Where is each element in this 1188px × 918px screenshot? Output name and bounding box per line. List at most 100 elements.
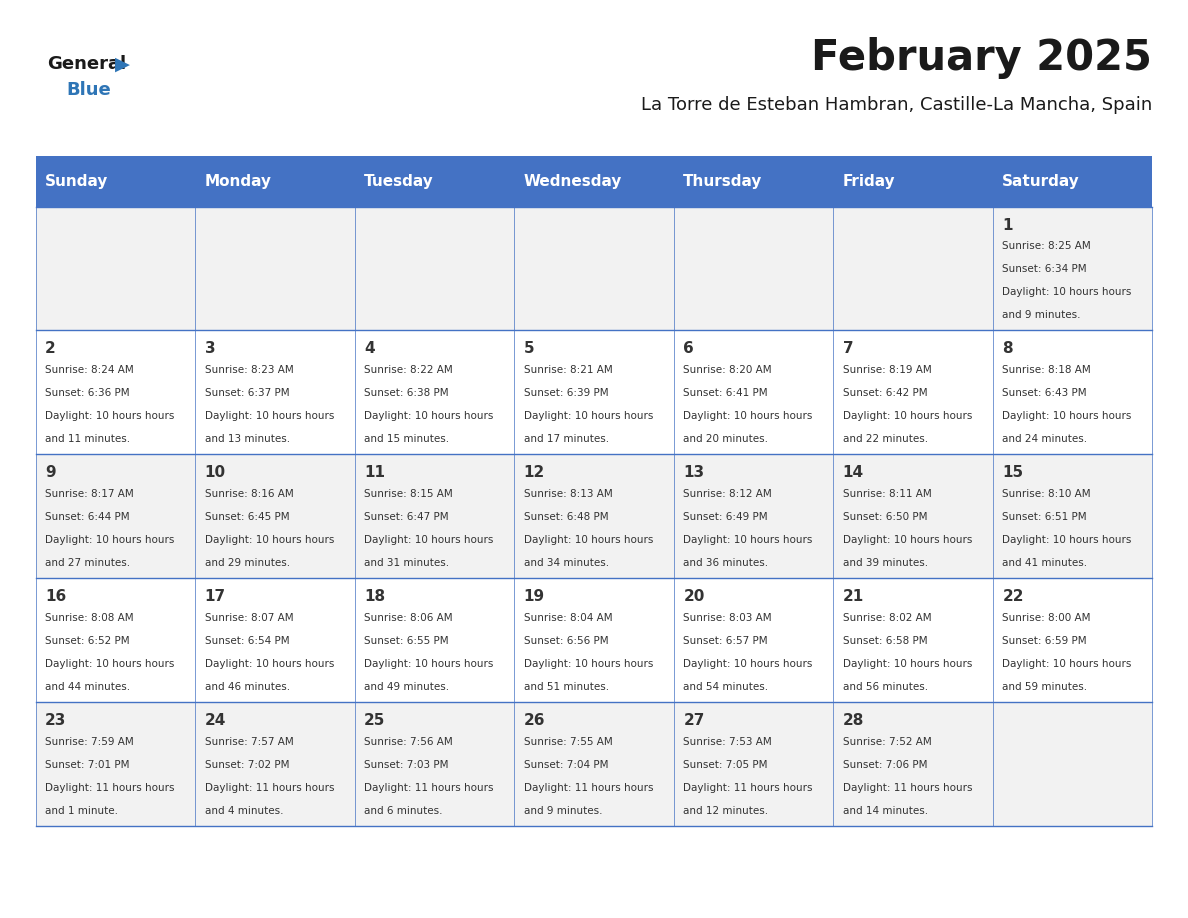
Text: Sunset: 6:47 PM: Sunset: 6:47 PM <box>365 512 449 522</box>
Text: Sunset: 7:05 PM: Sunset: 7:05 PM <box>683 760 767 770</box>
Text: Daylight: 11 hours hours: Daylight: 11 hours hours <box>683 783 813 793</box>
Text: Daylight: 10 hours hours: Daylight: 10 hours hours <box>365 411 493 421</box>
Text: Friday: Friday <box>842 174 896 189</box>
Text: Sunset: 7:06 PM: Sunset: 7:06 PM <box>842 760 928 770</box>
Text: and 17 minutes.: and 17 minutes. <box>524 434 609 444</box>
Text: and 27 minutes.: and 27 minutes. <box>45 558 131 568</box>
Text: Sunrise: 8:10 AM: Sunrise: 8:10 AM <box>1003 489 1091 499</box>
Text: Sunrise: 8:20 AM: Sunrise: 8:20 AM <box>683 365 772 375</box>
Text: and 51 minutes.: and 51 minutes. <box>524 682 609 692</box>
Text: Sunset: 6:49 PM: Sunset: 6:49 PM <box>683 512 767 522</box>
Text: Daylight: 11 hours hours: Daylight: 11 hours hours <box>365 783 494 793</box>
Text: Saturday: Saturday <box>1003 174 1080 189</box>
Text: Daylight: 10 hours hours: Daylight: 10 hours hours <box>683 535 813 545</box>
Text: Daylight: 10 hours hours: Daylight: 10 hours hours <box>683 411 813 421</box>
Text: Sunset: 7:02 PM: Sunset: 7:02 PM <box>204 760 289 770</box>
Text: Daylight: 10 hours hours: Daylight: 10 hours hours <box>842 411 972 421</box>
Text: 14: 14 <box>842 465 864 480</box>
Text: Sunset: 6:58 PM: Sunset: 6:58 PM <box>842 636 928 646</box>
Text: Daylight: 10 hours hours: Daylight: 10 hours hours <box>45 659 175 669</box>
Text: 17: 17 <box>204 589 226 604</box>
Text: Daylight: 11 hours hours: Daylight: 11 hours hours <box>204 783 334 793</box>
Text: and 29 minutes.: and 29 minutes. <box>204 558 290 568</box>
Text: Sunrise: 8:18 AM: Sunrise: 8:18 AM <box>1003 365 1091 375</box>
Text: Sunrise: 7:52 AM: Sunrise: 7:52 AM <box>842 737 931 747</box>
Text: General: General <box>48 55 127 73</box>
Text: Sunset: 6:42 PM: Sunset: 6:42 PM <box>842 388 928 398</box>
Text: 15: 15 <box>1003 465 1023 480</box>
Text: and 31 minutes.: and 31 minutes. <box>365 558 449 568</box>
Text: and 6 minutes.: and 6 minutes. <box>365 806 443 816</box>
Text: Sunset: 6:41 PM: Sunset: 6:41 PM <box>683 388 767 398</box>
Text: 19: 19 <box>524 589 545 604</box>
Bar <box>36 702 1152 826</box>
Text: Sunset: 6:39 PM: Sunset: 6:39 PM <box>524 388 608 398</box>
Text: Sunset: 6:59 PM: Sunset: 6:59 PM <box>1003 636 1087 646</box>
Text: and 13 minutes.: and 13 minutes. <box>204 434 290 444</box>
Text: Sunrise: 7:53 AM: Sunrise: 7:53 AM <box>683 737 772 747</box>
Text: Daylight: 10 hours hours: Daylight: 10 hours hours <box>1003 659 1132 669</box>
Text: Sunrise: 8:22 AM: Sunrise: 8:22 AM <box>365 365 453 375</box>
Text: Sunset: 6:52 PM: Sunset: 6:52 PM <box>45 636 129 646</box>
Text: 16: 16 <box>45 589 67 604</box>
Text: 1: 1 <box>1003 218 1013 232</box>
Text: 25: 25 <box>365 713 386 728</box>
Text: and 22 minutes.: and 22 minutes. <box>842 434 928 444</box>
Text: February 2025: February 2025 <box>811 37 1152 79</box>
Text: Sunrise: 8:13 AM: Sunrise: 8:13 AM <box>524 489 613 499</box>
Text: Sunrise: 8:11 AM: Sunrise: 8:11 AM <box>842 489 931 499</box>
Text: 27: 27 <box>683 713 704 728</box>
Text: 4: 4 <box>365 341 375 356</box>
Text: Sunset: 6:56 PM: Sunset: 6:56 PM <box>524 636 608 646</box>
Text: and 59 minutes.: and 59 minutes. <box>1003 682 1087 692</box>
Text: Daylight: 10 hours hours: Daylight: 10 hours hours <box>204 535 334 545</box>
Text: 3: 3 <box>204 341 215 356</box>
Text: 23: 23 <box>45 713 67 728</box>
Text: Sunset: 6:55 PM: Sunset: 6:55 PM <box>365 636 449 646</box>
Text: 24: 24 <box>204 713 226 728</box>
Text: Daylight: 11 hours hours: Daylight: 11 hours hours <box>45 783 175 793</box>
Text: Sunrise: 8:02 AM: Sunrise: 8:02 AM <box>842 613 931 623</box>
Text: 7: 7 <box>842 341 853 356</box>
Text: and 20 minutes.: and 20 minutes. <box>683 434 769 444</box>
Text: Daylight: 10 hours hours: Daylight: 10 hours hours <box>45 535 175 545</box>
Text: Daylight: 10 hours hours: Daylight: 10 hours hours <box>1003 535 1132 545</box>
Text: 11: 11 <box>365 465 385 480</box>
Text: Daylight: 10 hours hours: Daylight: 10 hours hours <box>524 535 653 545</box>
Text: and 15 minutes.: and 15 minutes. <box>365 434 449 444</box>
Text: Sunrise: 8:16 AM: Sunrise: 8:16 AM <box>204 489 293 499</box>
Text: Sunrise: 8:06 AM: Sunrise: 8:06 AM <box>365 613 453 623</box>
Text: and 4 minutes.: and 4 minutes. <box>204 806 283 816</box>
Text: and 1 minute.: and 1 minute. <box>45 806 118 816</box>
Bar <box>36 330 1152 454</box>
Text: Daylight: 10 hours hours: Daylight: 10 hours hours <box>524 411 653 421</box>
Text: Sunset: 7:01 PM: Sunset: 7:01 PM <box>45 760 129 770</box>
Text: and 44 minutes.: and 44 minutes. <box>45 682 131 692</box>
Bar <box>36 207 1152 330</box>
Text: Sunset: 7:03 PM: Sunset: 7:03 PM <box>365 760 449 770</box>
Text: Sunset: 6:38 PM: Sunset: 6:38 PM <box>365 388 449 398</box>
Text: 10: 10 <box>204 465 226 480</box>
Text: and 34 minutes.: and 34 minutes. <box>524 558 609 568</box>
Text: and 12 minutes.: and 12 minutes. <box>683 806 769 816</box>
Text: Daylight: 10 hours hours: Daylight: 10 hours hours <box>365 659 493 669</box>
Text: Sunrise: 8:23 AM: Sunrise: 8:23 AM <box>204 365 293 375</box>
Text: 21: 21 <box>842 589 864 604</box>
Bar <box>36 454 1152 578</box>
Text: 5: 5 <box>524 341 535 356</box>
Text: Daylight: 10 hours hours: Daylight: 10 hours hours <box>842 659 972 669</box>
Text: Sunset: 6:51 PM: Sunset: 6:51 PM <box>1003 512 1087 522</box>
Text: Sunrise: 7:55 AM: Sunrise: 7:55 AM <box>524 737 613 747</box>
Text: Daylight: 10 hours hours: Daylight: 10 hours hours <box>1003 287 1132 297</box>
Text: and 9 minutes.: and 9 minutes. <box>1003 310 1081 320</box>
Bar <box>36 156 1152 207</box>
Text: ▶: ▶ <box>115 54 131 73</box>
Text: Sunset: 6:54 PM: Sunset: 6:54 PM <box>204 636 290 646</box>
Text: Sunset: 6:48 PM: Sunset: 6:48 PM <box>524 512 608 522</box>
Text: 9: 9 <box>45 465 56 480</box>
Text: 20: 20 <box>683 589 704 604</box>
Text: Monday: Monday <box>204 174 272 189</box>
Text: Sunrise: 7:56 AM: Sunrise: 7:56 AM <box>365 737 453 747</box>
Text: 13: 13 <box>683 465 704 480</box>
Text: Sunrise: 8:24 AM: Sunrise: 8:24 AM <box>45 365 134 375</box>
